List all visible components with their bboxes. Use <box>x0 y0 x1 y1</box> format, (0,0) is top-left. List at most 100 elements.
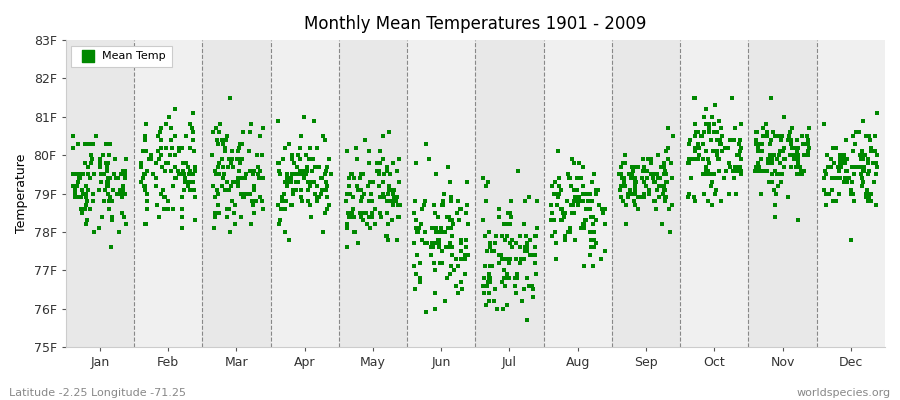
Point <box>784 140 798 147</box>
Point <box>413 221 428 228</box>
Point <box>702 125 716 132</box>
Point <box>445 232 459 239</box>
Point <box>77 206 92 212</box>
Point <box>790 171 805 178</box>
Point <box>664 160 679 166</box>
Point <box>271 202 285 208</box>
Point <box>518 248 532 254</box>
Point <box>443 179 457 185</box>
Point <box>458 271 473 277</box>
Point <box>151 213 166 220</box>
Point <box>139 148 153 154</box>
Point <box>510 167 525 174</box>
Point <box>85 156 99 162</box>
Point <box>140 198 155 204</box>
Point <box>699 171 714 178</box>
Point <box>276 190 291 197</box>
Point <box>628 186 643 193</box>
Point <box>688 144 702 151</box>
Point <box>490 232 504 239</box>
Point <box>527 232 542 239</box>
Point <box>563 202 578 208</box>
Point <box>478 198 492 204</box>
Point <box>438 244 453 250</box>
Point <box>860 156 875 162</box>
Point <box>856 156 870 162</box>
Point <box>781 137 796 143</box>
Point <box>698 121 713 128</box>
Point <box>727 137 742 143</box>
Point <box>442 244 456 250</box>
Point <box>633 194 647 200</box>
Point <box>647 198 662 204</box>
Point <box>768 202 782 208</box>
Point <box>178 160 193 166</box>
Point <box>832 167 846 174</box>
Point <box>230 179 244 185</box>
Point <box>209 125 223 132</box>
Point <box>646 179 661 185</box>
Point <box>186 186 201 193</box>
Point <box>554 206 568 212</box>
Point <box>613 186 627 193</box>
Point <box>777 114 791 120</box>
Point <box>554 217 568 224</box>
Point <box>299 171 313 178</box>
Point <box>863 137 878 143</box>
Point <box>383 186 398 193</box>
Point <box>70 171 85 178</box>
Point <box>83 175 97 181</box>
Point <box>290 164 304 170</box>
Point <box>688 198 703 204</box>
Point <box>616 198 630 204</box>
Point <box>104 140 118 147</box>
Point <box>555 210 570 216</box>
Point <box>443 271 457 277</box>
Point <box>139 183 153 189</box>
Point <box>864 144 878 151</box>
Point <box>619 221 634 228</box>
Point <box>770 171 785 178</box>
Point <box>550 202 564 208</box>
Point <box>347 229 362 235</box>
Point <box>448 282 463 289</box>
Point <box>698 167 713 174</box>
Point <box>616 175 631 181</box>
Point <box>114 190 129 197</box>
Point <box>773 160 788 166</box>
Point <box>114 194 129 200</box>
Point <box>752 148 766 154</box>
Point <box>849 164 863 170</box>
Point <box>444 263 458 270</box>
Point <box>284 152 299 158</box>
Point <box>642 186 656 193</box>
Point <box>285 156 300 162</box>
Point <box>340 221 355 228</box>
Point <box>666 133 680 139</box>
Point <box>734 167 748 174</box>
Point <box>428 229 443 235</box>
Point <box>223 160 238 166</box>
Point <box>138 186 152 193</box>
Point <box>711 156 725 162</box>
Point <box>498 282 512 289</box>
Point <box>228 202 242 208</box>
Point <box>414 206 428 212</box>
Point <box>100 164 114 170</box>
Point <box>640 167 654 174</box>
Point <box>681 194 696 200</box>
Point <box>694 133 708 139</box>
Point <box>837 179 851 185</box>
Point <box>714 125 728 132</box>
Point <box>140 121 154 128</box>
Point <box>652 175 666 181</box>
Point <box>349 183 364 189</box>
Point <box>523 236 537 243</box>
Point <box>179 133 194 139</box>
Point <box>576 164 590 170</box>
Point <box>373 160 387 166</box>
Point <box>617 183 632 189</box>
Point <box>509 290 524 296</box>
Point <box>156 186 170 193</box>
Point <box>628 186 643 193</box>
